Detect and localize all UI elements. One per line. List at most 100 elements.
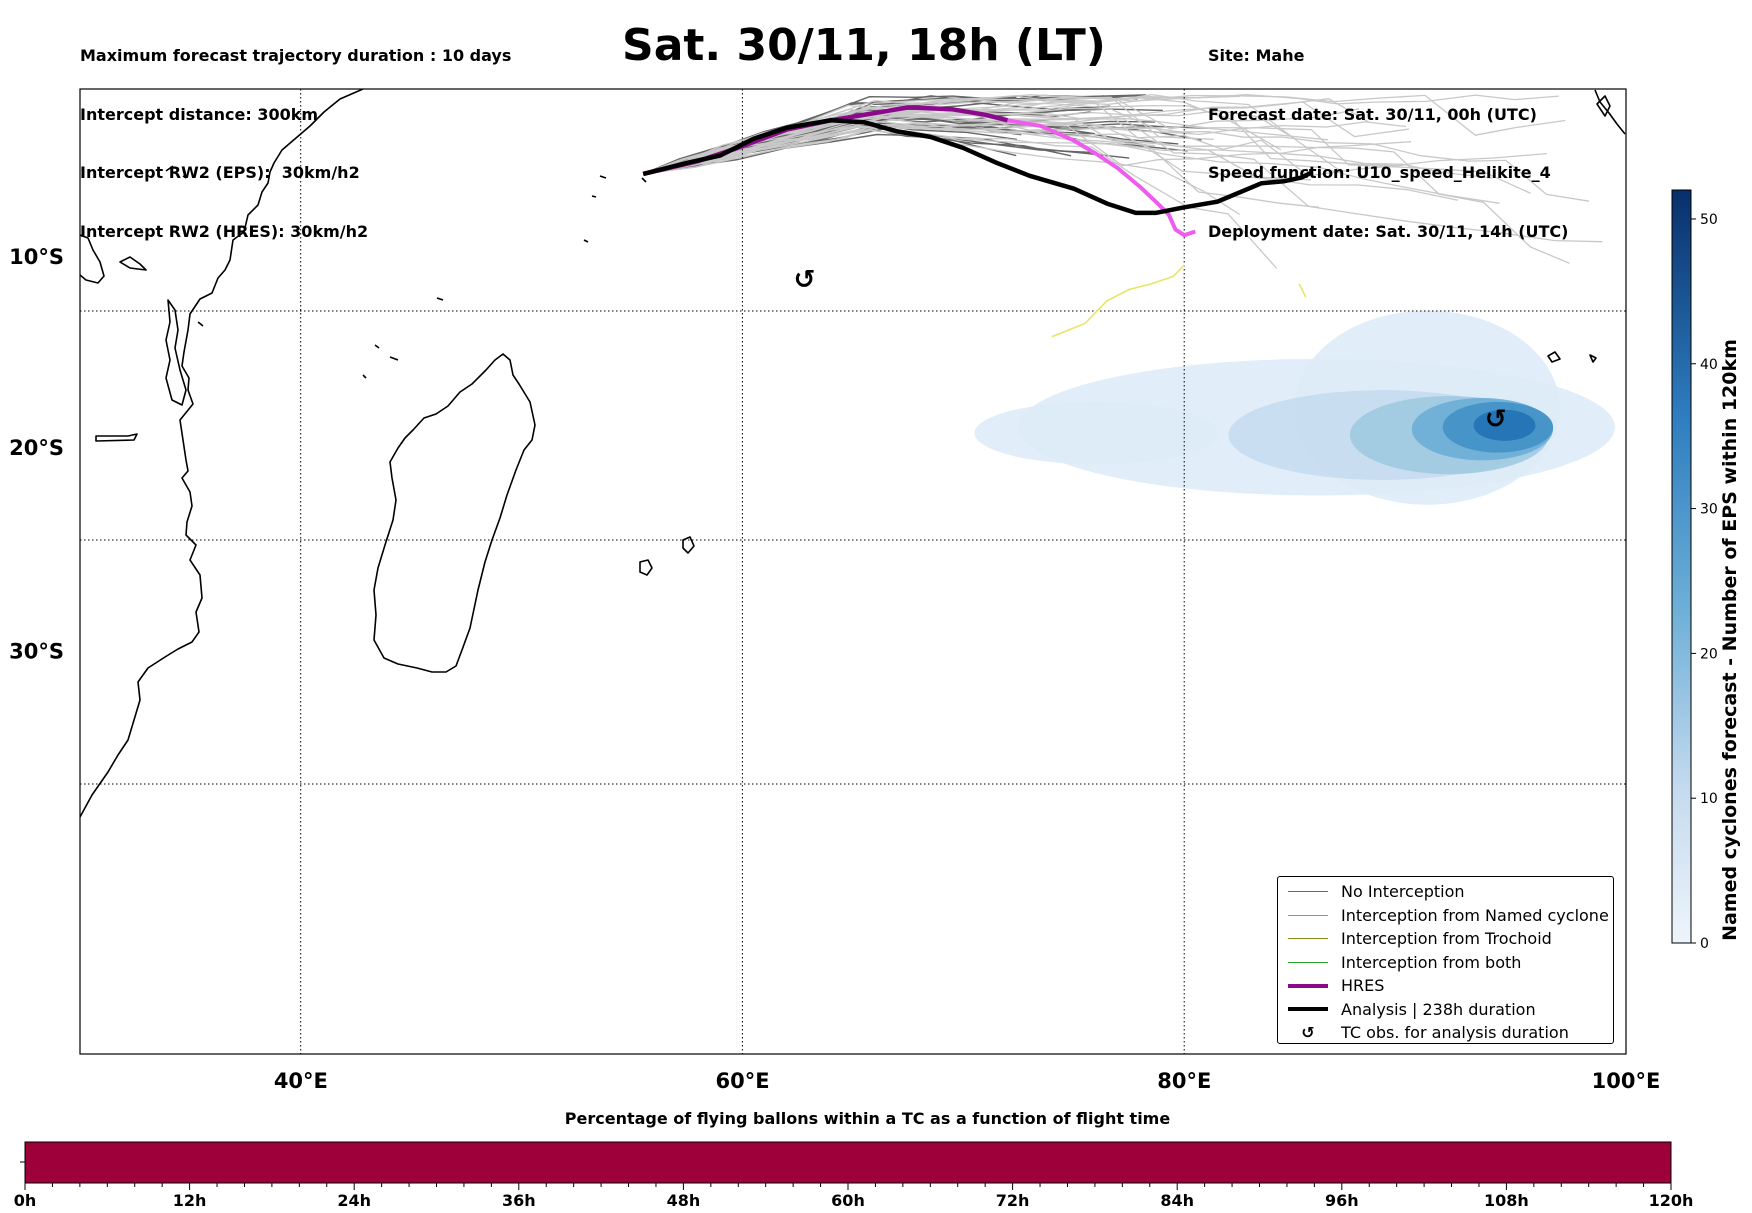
legend-swatch (1288, 961, 1328, 963)
cyclone-symbol-icon: ↺ (1301, 1023, 1315, 1043)
legend-item-both: Interception from both (1278, 951, 1613, 975)
flight-tick-label: 48h (667, 1191, 701, 1210)
flight-tick-label: 72h (996, 1191, 1030, 1210)
main-tracks (642, 105, 1314, 338)
comoros-islands (165, 299, 187, 406)
lat-tick-label: 20°S (9, 436, 64, 460)
colorbar-tick-label: 0 (1700, 936, 1709, 952)
lat-tick-label: 10°S (9, 245, 64, 269)
eps-trajectory (643, 98, 1370, 175)
mauritius-island (682, 536, 695, 554)
info-deployment-date: Deployment date: Sat. 30/11, 14h (UTC) (1208, 221, 1569, 241)
density-colorbar: 0 10 20 30 40 50 (1671, 189, 1718, 952)
legend-label: Interception from both (1341, 952, 1522, 972)
colorbar-tick-label: 30 (1700, 502, 1718, 518)
flight-time-bar: 0h 12h 24h 36h 48h 60h 72h 84h 96h 108h 120h (14, 1141, 1694, 1210)
info-duration: Maximum forecast trajectory duration : 1… (80, 46, 512, 65)
colorbar-ticks: 0 10 20 30 40 50 (1691, 212, 1718, 952)
analysis-track (642, 118, 1314, 216)
legend-item-analysis: Analysis | 238h duration (1278, 998, 1613, 1022)
map-legend: No Interception Interception from Named … (1277, 876, 1614, 1044)
eps-trajectory (643, 94, 1566, 175)
island-small-2 (95, 433, 138, 442)
legend-label: No Interception (1341, 882, 1465, 902)
flight-tick-label: 108h (1484, 1191, 1529, 1210)
reunion-island (639, 559, 653, 576)
legend-swatch (1288, 914, 1328, 916)
coastlines (80, 89, 1626, 818)
flight-tick-label: 96h (1325, 1191, 1359, 1210)
colorbar-tick-label: 20 (1700, 646, 1718, 662)
island-small-4 (1547, 351, 1561, 363)
lon-tick-label: 60°E (716, 1069, 770, 1093)
legend-swatch (1288, 938, 1328, 940)
lon-tick-label: 80°E (1157, 1069, 1211, 1093)
info-site: Site: Mahe (1208, 46, 1305, 65)
colorbar-ramp (1671, 189, 1692, 944)
map-frame (79, 88, 1627, 1055)
lat-tick-label: 30°S (9, 639, 64, 663)
flight-time-ticks: 0h 12h 24h 36h 48h 60h 72h 84h 96h 108h 120h (14, 1183, 1694, 1210)
tc-obs-marker-icon: ↺ (1485, 404, 1507, 434)
horn-coast (80, 234, 105, 284)
legend-item-no-interception: No Interception (1278, 880, 1613, 904)
socotra-island (119, 256, 147, 271)
eps-trajectory (643, 129, 1493, 179)
site-info: Site: Mahe Forecast date: Sat. 30/11, 00… (1208, 7, 1568, 261)
tc-obs-markers: ↺↺ (794, 265, 1507, 434)
legend-label: HRES (1341, 976, 1385, 996)
tc-obs-marker-icon: ↺ (794, 265, 816, 295)
map-axis-ticks: 40°E 60°E 80°E 100°E 10°S 20°S 30°S (9, 245, 1660, 1093)
island-small-3 (1596, 95, 1611, 117)
seychelles-islands (165, 165, 647, 379)
flight-tick-label: 120h (1649, 1191, 1694, 1210)
info-forecast-date: Forecast date: Sat. 30/11, 00h (UTC) (1208, 104, 1537, 124)
density-contour (1473, 409, 1536, 441)
hres-track-late (1007, 118, 1196, 238)
colorbar-tick-label: 40 (1700, 357, 1718, 373)
flight-time-bar-fill (24, 1141, 1672, 1184)
eps-trajectory (643, 107, 1407, 175)
flight-time-bar-title: Percentage of flying ballons within a TC… (564, 1109, 1171, 1128)
colorbar-label: Named cyclones forecast - Number of EPS … (1719, 339, 1741, 941)
legend-swatch (1288, 983, 1328, 988)
flight-tick-label: 0h (14, 1191, 37, 1210)
trochoid-track (1051, 264, 1185, 338)
named-cyclone-density-area (974, 310, 1615, 505)
lon-tick-label: 100°E (1592, 1069, 1661, 1093)
legend-label: Analysis | 238h duration (1341, 999, 1536, 1019)
sumatra-coastline (1594, 89, 1626, 135)
legend-label: TC obs. for analysis duration (1341, 1023, 1569, 1043)
flight-tick-label: 60h (831, 1191, 865, 1210)
madagascar-coastline (373, 353, 536, 673)
island-small-1 (1589, 354, 1597, 363)
info-speed-function: Speed function: U10_speed_Helikite_4 (1208, 163, 1551, 182)
legend-item-trochoid: Interception from Trochoid (1278, 927, 1613, 951)
legend-label: Interception from Trochoid (1341, 929, 1552, 949)
eps-trajectory (643, 115, 1156, 175)
flight-tick-label: 84h (1160, 1191, 1194, 1210)
legend-item-tc-obs: ↺ TC obs. for analysis duration (1278, 1021, 1613, 1045)
info-intercept-distance: Intercept distance: 300km (80, 104, 319, 124)
trochoid-track (1298, 283, 1307, 298)
legend-item-hres: HRES (1278, 974, 1613, 998)
africa-coastline (80, 89, 364, 818)
legend-item-named-cyclone: Interception from Named cyclone (1278, 904, 1613, 928)
eps-trajectory (643, 126, 1278, 269)
flight-tick-label: 24h (337, 1191, 371, 1210)
legend-swatch (1288, 891, 1328, 893)
legend-label: Interception from Named cyclone (1341, 905, 1609, 925)
density-contour (974, 401, 1218, 465)
forecast-settings: Maximum forecast trajectory duration : 1… (80, 7, 511, 261)
graticule (80, 89, 1626, 1054)
lon-tick-label: 40°E (274, 1069, 328, 1093)
info-intercept-eps: Intercept RW2 (EPS): 30km/h2 (80, 163, 360, 182)
legend-swatch (1288, 1007, 1328, 1012)
colorbar-tick-label: 10 (1700, 791, 1718, 807)
flight-tick-label: 12h (173, 1191, 207, 1210)
map-title: Sat. 30/11, 18h (LT) (622, 20, 1106, 71)
colorbar-tick-label: 50 (1700, 212, 1718, 228)
flight-tick-label: 36h (502, 1191, 536, 1210)
info-intercept-hres: Intercept RW2 (HRES): 30km/h2 (80, 221, 369, 241)
